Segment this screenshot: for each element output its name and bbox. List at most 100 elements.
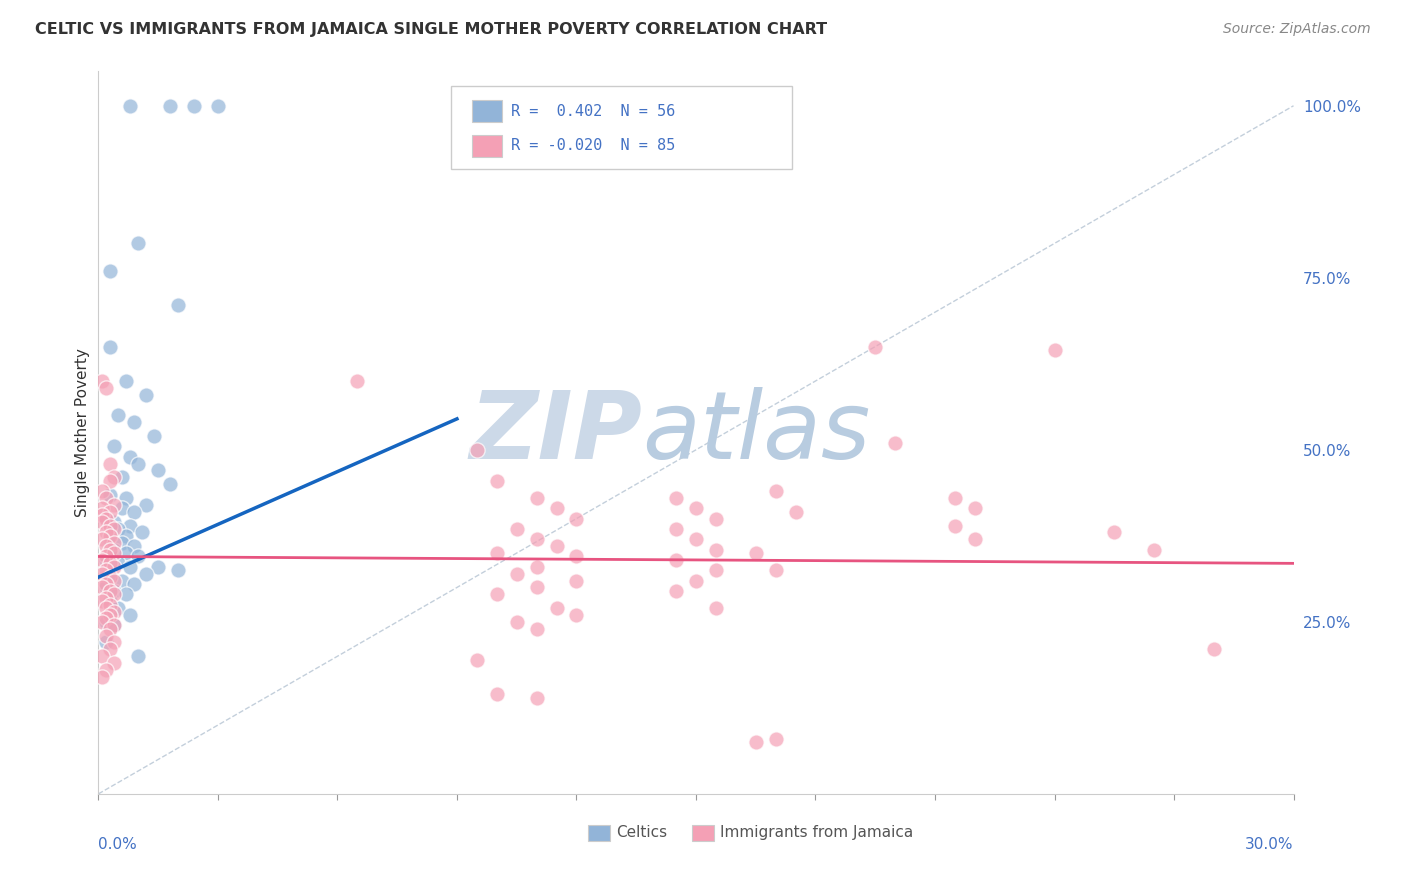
Point bbox=[91, 670, 114, 684]
Point bbox=[98, 487, 122, 501]
FancyBboxPatch shape bbox=[451, 86, 792, 169]
Text: R =  0.402  N = 56: R = 0.402 N = 56 bbox=[510, 103, 675, 119]
Point bbox=[565, 511, 588, 525]
Point bbox=[98, 533, 122, 547]
Point bbox=[546, 601, 568, 615]
Point bbox=[98, 570, 122, 584]
Point bbox=[96, 629, 118, 643]
Point bbox=[167, 298, 190, 312]
Point bbox=[704, 601, 727, 615]
Point bbox=[96, 491, 118, 505]
Point bbox=[91, 374, 114, 388]
Point bbox=[526, 491, 548, 505]
Point bbox=[124, 577, 146, 591]
Point bbox=[103, 498, 125, 512]
Point bbox=[120, 559, 142, 574]
Point bbox=[96, 615, 118, 629]
Point bbox=[103, 583, 125, 598]
Point bbox=[111, 501, 134, 516]
Bar bbox=[692, 825, 714, 841]
Bar bbox=[472, 100, 502, 122]
Point bbox=[103, 656, 125, 670]
Point bbox=[665, 553, 688, 567]
Point bbox=[91, 581, 114, 595]
Point bbox=[1143, 542, 1166, 557]
Point bbox=[546, 501, 568, 516]
Point bbox=[565, 574, 588, 588]
Point bbox=[98, 583, 122, 598]
Point bbox=[143, 429, 166, 443]
Text: atlas: atlas bbox=[643, 387, 870, 478]
Point bbox=[526, 533, 548, 547]
Point bbox=[765, 484, 787, 499]
Point bbox=[183, 99, 205, 113]
Point bbox=[103, 559, 125, 574]
Point bbox=[111, 574, 134, 588]
Point bbox=[103, 439, 125, 453]
Point bbox=[485, 587, 508, 601]
Y-axis label: Single Mother Poverty: Single Mother Poverty bbox=[75, 348, 90, 517]
Text: CELTIC VS IMMIGRANTS FROM JAMAICA SINGLE MOTHER POVERTY CORRELATION CHART: CELTIC VS IMMIGRANTS FROM JAMAICA SINGLE… bbox=[35, 22, 827, 37]
Point bbox=[963, 533, 986, 547]
Point bbox=[148, 559, 170, 574]
Point bbox=[103, 522, 125, 536]
Point bbox=[1202, 642, 1225, 657]
Point bbox=[96, 539, 118, 553]
Point bbox=[111, 470, 134, 484]
Point bbox=[685, 501, 707, 516]
Point bbox=[98, 598, 122, 612]
Point bbox=[148, 463, 170, 477]
Point bbox=[98, 570, 122, 584]
Point bbox=[107, 601, 129, 615]
Point bbox=[704, 511, 727, 525]
Point bbox=[207, 99, 229, 113]
Point bbox=[103, 535, 125, 549]
Point bbox=[103, 574, 125, 588]
Point bbox=[127, 649, 149, 664]
Point bbox=[98, 457, 122, 471]
Point bbox=[96, 581, 118, 595]
Point bbox=[120, 607, 142, 622]
Point bbox=[96, 525, 118, 540]
Point bbox=[98, 622, 122, 636]
Point bbox=[115, 491, 138, 505]
Point bbox=[96, 549, 118, 564]
Point bbox=[103, 470, 125, 484]
Point bbox=[765, 731, 787, 746]
Point bbox=[665, 522, 688, 536]
Point bbox=[704, 563, 727, 577]
Point bbox=[159, 99, 181, 113]
Point bbox=[546, 539, 568, 553]
Point bbox=[506, 522, 529, 536]
Point bbox=[465, 653, 488, 667]
Point bbox=[485, 546, 508, 560]
Point bbox=[1104, 525, 1126, 540]
Point bbox=[943, 491, 966, 505]
Point bbox=[96, 663, 118, 677]
Point bbox=[665, 491, 688, 505]
Point bbox=[685, 574, 707, 588]
Point bbox=[943, 518, 966, 533]
Point bbox=[96, 611, 118, 625]
Point bbox=[135, 498, 157, 512]
Point bbox=[135, 566, 157, 581]
Point bbox=[785, 505, 807, 519]
Point bbox=[765, 563, 787, 577]
Bar bbox=[589, 825, 610, 841]
Point bbox=[98, 529, 122, 543]
Point bbox=[98, 607, 122, 622]
Point bbox=[96, 591, 118, 605]
Point bbox=[96, 381, 118, 395]
Point bbox=[526, 690, 548, 705]
Point bbox=[526, 559, 548, 574]
Point bbox=[124, 539, 146, 553]
Point bbox=[96, 563, 118, 577]
Point bbox=[526, 622, 548, 636]
Point bbox=[103, 542, 125, 557]
Text: 0.0%: 0.0% bbox=[98, 838, 138, 852]
Point bbox=[98, 594, 122, 608]
Text: R = -0.020  N = 85: R = -0.020 N = 85 bbox=[510, 138, 675, 153]
Point bbox=[565, 607, 588, 622]
Point bbox=[865, 340, 887, 354]
Point bbox=[98, 542, 122, 557]
